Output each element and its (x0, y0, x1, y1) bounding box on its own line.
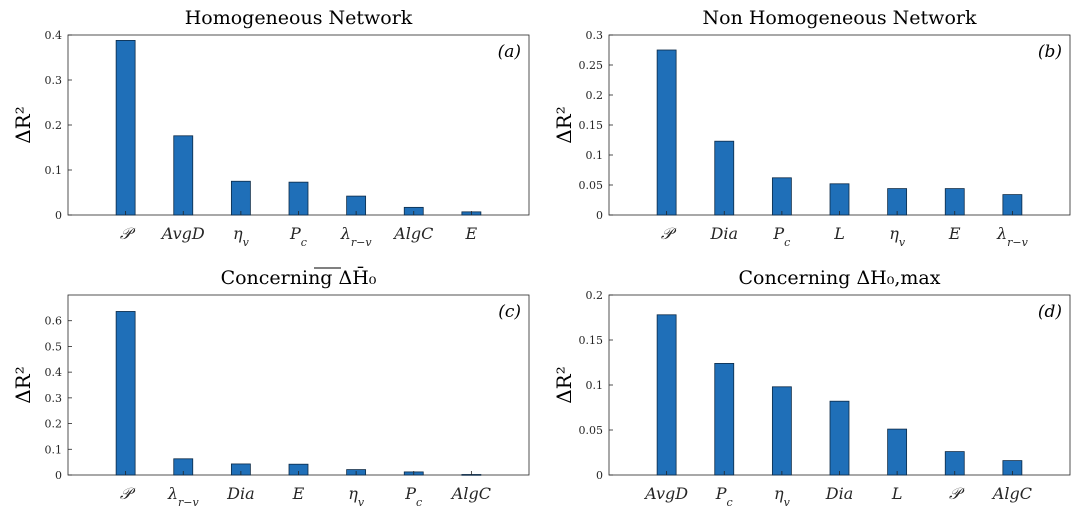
x-tick-label: E (465, 224, 478, 243)
bar-3 (771, 386, 792, 476)
x-tick-label: ηv (774, 484, 791, 509)
x-tick-label: Pc (715, 484, 733, 509)
y-tick-label: 0.25 (579, 59, 604, 72)
x-tick-label: L (833, 224, 845, 243)
chart-panel-3: Concerning ΔH̄₀ 0 0.1 0.2 0.3 0.4 0.5 0.6 ΔR² 𝒫 λr… (11, 266, 530, 509)
panel-label: (d) (1038, 302, 1062, 322)
x-tick-label: AlgC (450, 484, 491, 503)
x-tick-label: L (891, 484, 903, 503)
x-tick-label: λr−v (340, 224, 373, 249)
bar-4 (829, 400, 850, 476)
panel-label: (b) (1038, 42, 1062, 62)
x-tick-label: AlgC (991, 484, 1032, 503)
x-tick-label: λr−v (996, 224, 1029, 249)
bar-2 (173, 135, 194, 216)
y-axis-label: ΔR² (11, 106, 35, 144)
x-tick-label: Pc (772, 224, 790, 249)
y-tick-label: 0.4 (45, 29, 63, 42)
y-tick-label: 0.1 (586, 149, 604, 162)
x-tick-label: 𝒫 (661, 224, 677, 243)
y-tick-label: 0.3 (586, 29, 604, 42)
y-tick-label: 0.1 (586, 379, 604, 392)
bar-1 (115, 311, 136, 476)
y-axis-label: ΔR² (552, 106, 576, 144)
bar-4 (288, 181, 309, 216)
y-tick-label: 0.6 (45, 315, 63, 328)
bar-1 (656, 314, 677, 476)
x-tick-label: ηv (889, 224, 906, 249)
y-tick-label: 0.1 (45, 164, 63, 177)
bar-1 (115, 40, 136, 216)
x-tick-label: 𝒫 (120, 484, 136, 503)
y-tick-label: 0.3 (45, 392, 63, 405)
chart-title: Non Homogeneous Network (703, 7, 977, 29)
y-tick-label: 0.2 (586, 289, 604, 302)
bar-1 (656, 49, 677, 216)
y-tick-label: 0.4 (45, 366, 63, 379)
x-tick-label: AlgC (392, 224, 433, 243)
x-tick-label: 𝒫 (120, 224, 136, 243)
plot-frame (67, 294, 530, 476)
y-tick-label: 0.15 (579, 334, 604, 347)
chart-panel-4: Concerning ΔH₀,max 0 0.05 0.1 0.15 0.2 ΔR² AvgD… (552, 267, 1071, 509)
y-tick-label: 0 (55, 469, 62, 482)
chart-panel-2: Non Homogeneous Network 0 0.05 0.1 0.15 0.2 0.… (552, 7, 1071, 249)
bar-2 (714, 140, 735, 216)
x-tick-label: Dia (825, 484, 853, 503)
y-axis-label: ΔR² (11, 366, 35, 404)
y-tick-label: 0.05 (579, 179, 604, 192)
y-tick-label: 0.15 (579, 119, 604, 132)
y-tick-label: 0.3 (45, 74, 63, 87)
bar-3 (230, 180, 251, 216)
x-tick-label: ηv (348, 484, 365, 509)
panel-label: (c) (498, 302, 521, 322)
x-tick-label: 𝒫 (949, 484, 965, 503)
y-tick-label: 0 (596, 469, 603, 482)
x-tick-label: Pc (404, 484, 422, 509)
x-tick-label: ηv (233, 224, 250, 249)
y-tick-label: 0.2 (45, 119, 63, 132)
x-tick-label: Dia (226, 484, 254, 503)
x-tick-label: Dia (710, 224, 738, 243)
panel-label: (a) (498, 42, 521, 62)
chart-title: Concerning ΔH₀,max (739, 267, 941, 289)
x-tick-label: AvgD (160, 224, 205, 243)
x-tick-label: λr−v (167, 484, 200, 509)
y-tick-label: 0.05 (579, 424, 604, 437)
bar-3 (771, 177, 792, 216)
y-tick-label: 0.1 (45, 443, 63, 456)
y-tick-label: 0.2 (45, 418, 63, 431)
x-tick-label: AvgD (643, 484, 688, 503)
y-tick-label: 0 (55, 209, 62, 222)
bar-4 (829, 183, 850, 216)
y-tick-label: 0.2 (586, 89, 604, 102)
chart-panel-1: Homogeneous Network 0 0.1 0.2 0.3 0.4 ΔR² 𝒫 AvgD… (11, 7, 530, 249)
x-tick-label: E (292, 484, 305, 503)
chart-title: Concerning ΔH̄₀ (221, 266, 377, 289)
y-tick-label: 0.5 (45, 340, 63, 353)
bar-2 (714, 362, 735, 476)
y-axis-label: ΔR² (552, 366, 576, 404)
y-tick-label: 0 (596, 209, 603, 222)
chart-title: Homogeneous Network (185, 7, 413, 29)
x-tick-label: E (948, 224, 961, 243)
bar-5 (887, 428, 908, 476)
x-tick-label: Pc (289, 224, 307, 249)
